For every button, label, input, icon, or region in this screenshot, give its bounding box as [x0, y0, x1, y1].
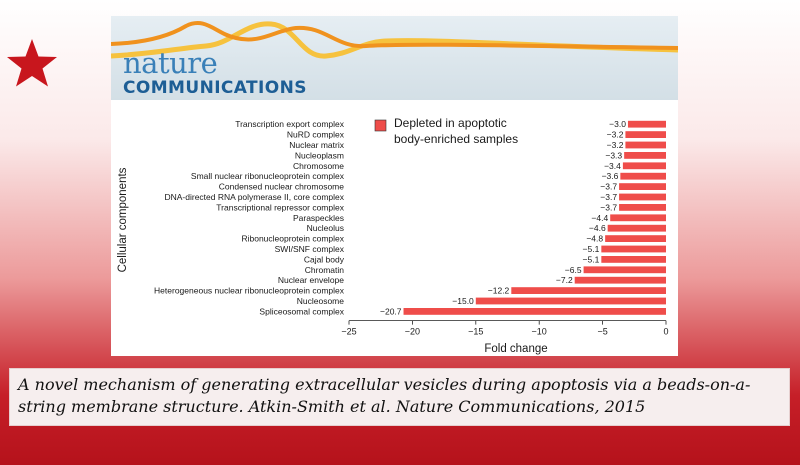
- value-label: −3.7: [600, 182, 617, 192]
- y-axis-label: Cellular components: [117, 167, 129, 272]
- value-label: −3.2: [607, 140, 624, 150]
- bar: [574, 276, 666, 284]
- bar: [605, 235, 666, 242]
- bar: [475, 297, 666, 305]
- x-tick-label: 0: [663, 327, 668, 337]
- category-label: Chromatin: [305, 265, 344, 275]
- bar: [403, 308, 666, 315]
- value-label: −4.6: [589, 223, 606, 233]
- x-axis: −25 −20 −15 −10 −5 0: [341, 320, 669, 337]
- value-label: −6.5: [565, 265, 582, 275]
- bar: [610, 214, 666, 222]
- bar: [625, 131, 666, 138]
- value-label: −3.2: [607, 130, 624, 140]
- category-label: Nucleoplasm: [295, 150, 344, 160]
- value-label: −3.7: [600, 192, 617, 202]
- category-label: NuRD complex: [287, 130, 345, 140]
- category-label: Nucleosome: [297, 296, 345, 306]
- bar: [625, 141, 666, 149]
- x-tick-label: −20: [405, 327, 420, 337]
- value-label: −4.8: [586, 234, 603, 244]
- bar: [601, 245, 666, 253]
- value-label: −3.6: [602, 171, 619, 181]
- value-label: −7.2: [556, 275, 573, 285]
- bar: [620, 172, 666, 180]
- category-label: Paraspeckles: [293, 213, 344, 223]
- bar: [583, 266, 666, 274]
- legend-line-1: Depleted in apoptotic: [394, 116, 507, 130]
- figure-card: nature COMMUNICATIONS Depleted in apopto…: [111, 16, 678, 356]
- figure-caption: A novel mechanism of generating extracel…: [9, 368, 790, 426]
- bar: [619, 193, 666, 201]
- value-label: −3.0: [609, 119, 626, 129]
- bar: [601, 256, 666, 263]
- bar: [511, 287, 666, 294]
- category-label: Transcriptional repressor complex: [216, 202, 344, 212]
- value-label: −15.0: [452, 296, 474, 306]
- value-label: −3.3: [605, 150, 622, 160]
- bar: [627, 120, 666, 128]
- value-label: −3.7: [600, 202, 617, 212]
- value-label: −5.1: [583, 244, 600, 254]
- bar: [619, 183, 666, 190]
- category-label: Cajal body: [304, 254, 345, 264]
- category-label: Heterogeneous nuclear ribonucleoprotein …: [154, 286, 345, 296]
- journal-header: nature COMMUNICATIONS: [111, 16, 678, 100]
- category-label: Nucleolus: [307, 223, 344, 233]
- legend-line-2: body-enriched samples: [394, 132, 518, 146]
- x-tick-label: −25: [341, 327, 356, 337]
- category-label: Nuclear envelope: [278, 275, 344, 285]
- category-label: Condensed nuclear chromosome: [219, 182, 344, 192]
- value-label: −20.7: [380, 306, 402, 316]
- chart-legend: Depleted in apoptotic body-enriched samp…: [374, 116, 518, 146]
- value-label: −4.4: [591, 213, 608, 223]
- category-label: Ribonucleoprotein complex: [241, 234, 344, 244]
- bars-group: Transcription export complex −3.0 NuRD com…: [154, 119, 666, 316]
- bar: [607, 224, 666, 232]
- bar: [622, 162, 666, 170]
- category-label: Spliceosomal complex: [259, 306, 344, 316]
- category-label: Chromosome: [293, 161, 344, 171]
- journal-name: nature: [123, 46, 218, 80]
- category-label: DNA-directed RNA polymerase II, core com…: [164, 192, 344, 202]
- category-label: Small nuclear ribonucleoprotein complex: [191, 171, 345, 181]
- x-tick-label: −5: [597, 327, 607, 337]
- category-label: SWI/SNF complex: [275, 244, 345, 254]
- bar: [624, 152, 666, 159]
- legend-swatch: [374, 119, 387, 132]
- bar-chart: Depleted in apoptotic body-enriched samp…: [117, 116, 669, 355]
- wave-logo-graphic: [111, 21, 678, 59]
- bar: [619, 204, 666, 211]
- star-icon: [7, 39, 57, 87]
- x-axis-label: Fold change: [484, 343, 547, 355]
- category-label: Nuclear matrix: [289, 140, 345, 150]
- value-label: −3.4: [604, 161, 621, 171]
- journal-subtitle: COMMUNICATIONS: [123, 78, 307, 98]
- x-tick-label: −10: [532, 327, 547, 337]
- value-label: −5.1: [583, 254, 600, 264]
- x-tick-label: −15: [468, 327, 483, 337]
- category-label: Transcription export complex: [235, 119, 345, 129]
- value-label: −12.2: [488, 286, 510, 296]
